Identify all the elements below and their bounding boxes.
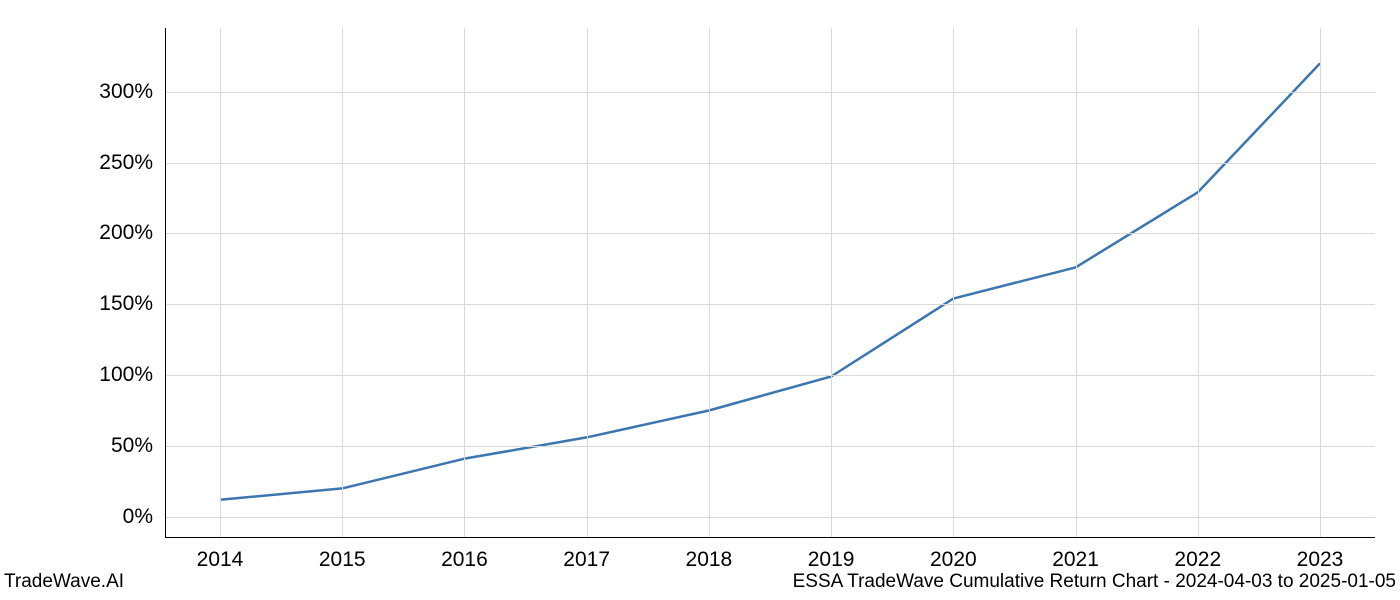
grid-line-vertical: [220, 28, 221, 538]
grid-line-vertical: [587, 28, 588, 538]
footer-left-label: TradeWave.AI: [4, 571, 124, 593]
grid-line-vertical: [709, 28, 710, 538]
chart-container: TradeWave.AI ESSA TradeWave Cumulative R…: [0, 0, 1400, 600]
x-tick-label: 2015: [319, 548, 366, 572]
x-tick-label: 2016: [441, 548, 488, 572]
y-tick-label: 50%: [111, 434, 153, 458]
x-tick-label: 2014: [197, 548, 244, 572]
grid-line-vertical: [953, 28, 954, 538]
series-line: [220, 63, 1320, 499]
x-axis-spine: [165, 537, 1375, 538]
grid-line-vertical: [1320, 28, 1321, 538]
x-tick-label: 2018: [686, 548, 733, 572]
y-tick-label: 0%: [123, 505, 153, 529]
y-tick-label: 100%: [99, 363, 153, 387]
footer-right-label: ESSA TradeWave Cumulative Return Chart -…: [793, 571, 1396, 593]
grid-line-horizontal: [165, 163, 1375, 164]
grid-line-vertical: [1198, 28, 1199, 538]
x-tick-label: 2020: [930, 548, 977, 572]
grid-line-horizontal: [165, 375, 1375, 376]
x-tick-label: 2017: [563, 548, 610, 572]
y-tick-label: 200%: [99, 221, 153, 245]
x-tick-label: 2023: [1297, 548, 1344, 572]
x-tick-label: 2019: [808, 548, 855, 572]
grid-line-horizontal: [165, 92, 1375, 93]
grid-line-horizontal: [165, 233, 1375, 234]
grid-line-vertical: [342, 28, 343, 538]
line-series: [165, 28, 1375, 538]
x-tick-label: 2022: [1174, 548, 1221, 572]
y-tick-label: 300%: [99, 80, 153, 104]
grid-line-horizontal: [165, 446, 1375, 447]
plot-area: [165, 28, 1375, 538]
grid-line-vertical: [464, 28, 465, 538]
y-tick-label: 150%: [99, 292, 153, 316]
y-tick-label: 250%: [99, 151, 153, 175]
grid-line-horizontal: [165, 304, 1375, 305]
grid-line-vertical: [1076, 28, 1077, 538]
y-axis-spine: [165, 28, 166, 538]
grid-line-horizontal: [165, 517, 1375, 518]
grid-line-vertical: [831, 28, 832, 538]
x-tick-label: 2021: [1052, 548, 1099, 572]
